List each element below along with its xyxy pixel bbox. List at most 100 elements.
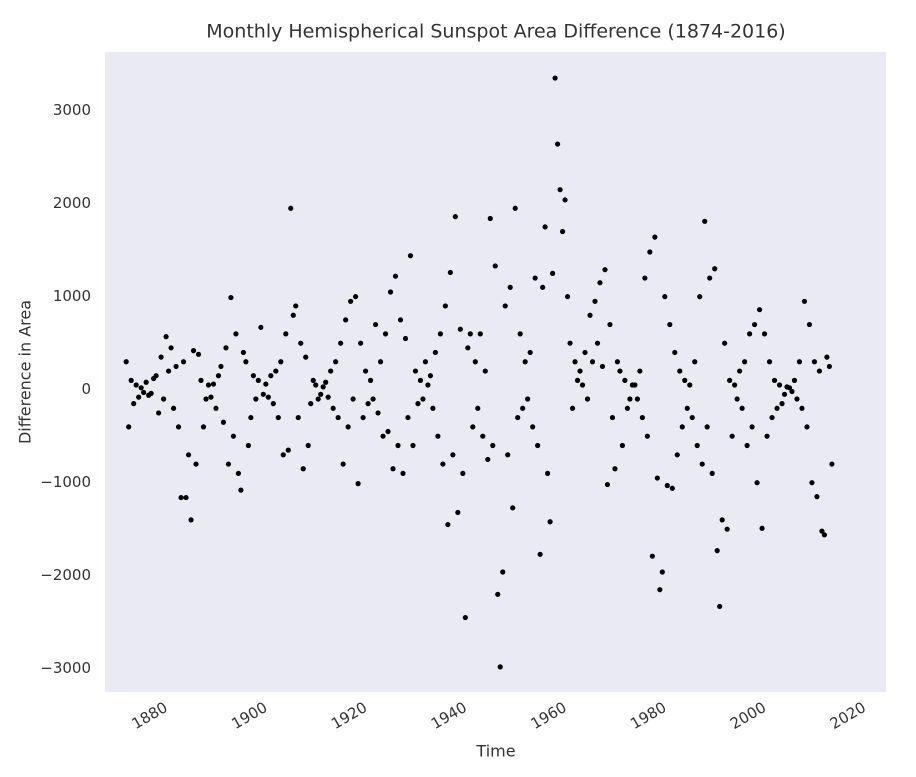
point: [268, 373, 274, 379]
point: [200, 424, 207, 430]
point: [143, 379, 149, 385]
point: [554, 141, 561, 147]
point: [644, 433, 650, 439]
point: [228, 294, 234, 301]
point: [235, 470, 242, 476]
point: [168, 345, 174, 351]
point: [804, 424, 810, 430]
point: [430, 405, 436, 411]
point: [564, 294, 571, 300]
point: [507, 284, 513, 290]
point: [764, 433, 770, 439]
point: [472, 359, 478, 365]
point: [477, 331, 483, 337]
point: [520, 405, 526, 411]
point: [776, 382, 783, 388]
point: [195, 351, 202, 357]
point: [577, 368, 583, 374]
point: [684, 405, 690, 411]
point: [293, 303, 299, 309]
point: [689, 414, 695, 421]
point: [624, 405, 631, 411]
point: [490, 442, 496, 449]
point: [789, 388, 795, 395]
point: [699, 461, 705, 467]
point: [649, 553, 655, 559]
point: [796, 359, 803, 365]
point: [569, 405, 576, 411]
point: [348, 298, 354, 304]
point: [709, 470, 715, 476]
point: [557, 187, 563, 193]
point: [667, 321, 673, 328]
point: [288, 205, 294, 211]
point: [619, 442, 626, 449]
point: [138, 385, 144, 391]
point: [582, 349, 588, 356]
point: [305, 442, 311, 449]
point: [794, 396, 800, 402]
point: [756, 307, 763, 313]
point: [240, 349, 246, 356]
point: [639, 414, 645, 421]
point: [480, 433, 486, 439]
point: [502, 303, 508, 309]
point: [350, 396, 356, 402]
point: [295, 414, 301, 421]
point: [425, 382, 431, 388]
point: [702, 218, 708, 224]
point: [532, 275, 538, 281]
point: [744, 442, 750, 449]
point: [657, 587, 663, 593]
point: [682, 377, 688, 383]
point: [672, 349, 678, 356]
point: [617, 368, 623, 374]
point: [599, 363, 606, 370]
point: [597, 280, 603, 286]
point: [769, 414, 775, 421]
point: [218, 363, 224, 370]
point: [395, 442, 401, 449]
point: [370, 396, 376, 402]
point: [333, 359, 339, 365]
point: [180, 359, 187, 365]
point: [562, 197, 568, 203]
point: [357, 340, 364, 346]
point: [280, 452, 286, 458]
point: [547, 519, 553, 525]
point: [754, 480, 760, 486]
point: [178, 494, 184, 501]
point: [824, 354, 830, 360]
point: [447, 269, 453, 276]
point: [692, 359, 698, 365]
point: [318, 391, 324, 397]
point: [677, 368, 683, 374]
point: [193, 461, 199, 467]
point: [567, 340, 573, 346]
point: [188, 517, 194, 523]
point: [722, 340, 728, 346]
x-axis-label: Time: [475, 742, 515, 761]
point: [325, 394, 331, 400]
point: [816, 368, 823, 374]
point: [238, 487, 244, 493]
point: [734, 396, 740, 402]
point: [213, 405, 219, 411]
point: [372, 321, 379, 328]
point: [275, 414, 281, 421]
y-tick-label: −1000: [40, 473, 91, 491]
point: [774, 405, 780, 411]
point: [674, 452, 680, 458]
point: [233, 331, 239, 337]
point: [343, 317, 349, 323]
point: [574, 377, 581, 383]
point: [589, 359, 596, 365]
point: [310, 377, 316, 383]
point: [278, 359, 284, 365]
point: [707, 275, 713, 281]
point: [415, 401, 421, 407]
point: [390, 466, 396, 472]
point: [749, 424, 755, 430]
point: [510, 505, 516, 511]
point: [522, 359, 528, 365]
